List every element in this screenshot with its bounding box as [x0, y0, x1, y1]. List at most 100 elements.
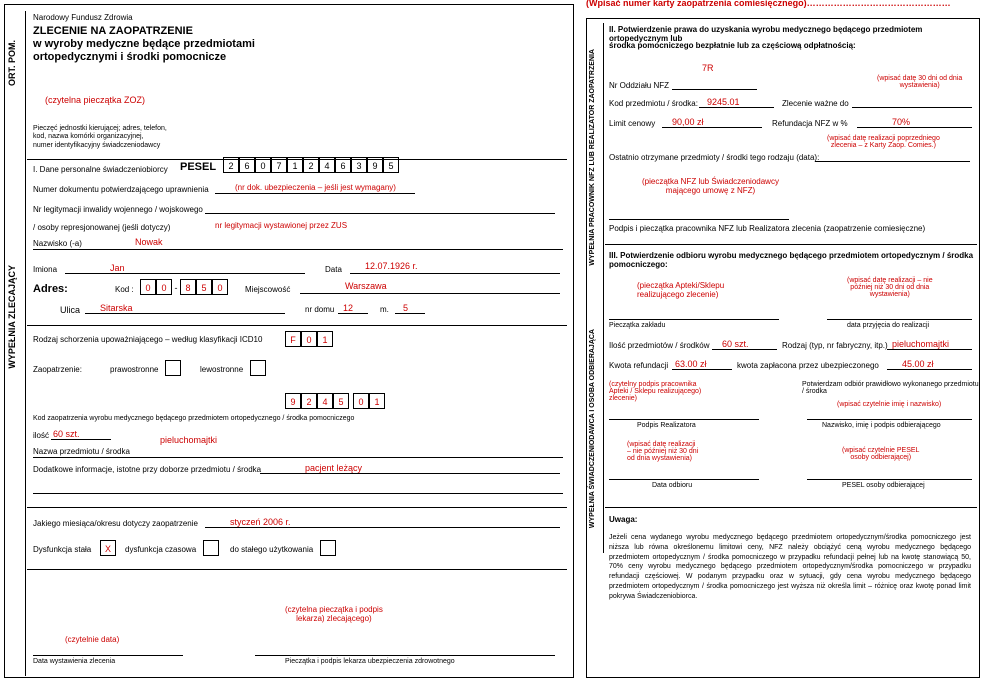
date-real-note: (wpisać datę realizacji – nie później ni…: [847, 277, 933, 298]
dysf-perm: Dysfunkcja stała: [33, 545, 91, 554]
house-label: nr domu: [305, 305, 334, 314]
stamp-zoz: (czytelna pieczątka ZOZ): [45, 95, 145, 105]
code-boxes: 924501: [285, 393, 385, 409]
sign-pharm: (czytelny podpis pracownika Apteki / Skl…: [609, 381, 701, 402]
date-label: Data: [325, 265, 342, 274]
period[interactable]: styczeń 2006 r.: [230, 517, 291, 527]
code-item-label: Kod przedmiotu / środka:: [609, 99, 698, 108]
nfz-label: Narodowy Fundusz Zdrowia: [33, 13, 133, 22]
vert-ort-pom: ORT. POM.: [7, 40, 17, 86]
left-page: ORT. POM. WYPEŁNIA ZLECAJĄCY Narodowy Fu…: [4, 4, 574, 678]
name-label: Imiona: [33, 265, 57, 274]
pesel-6[interactable]: 4: [319, 157, 335, 173]
kod-0[interactable]: 0: [140, 279, 156, 295]
pesel-7[interactable]: 6: [335, 157, 351, 173]
paid[interactable]: 45.00 zł: [902, 359, 934, 369]
right-page: WYPEŁNIA PRACOWNIK NFZ LUB REALIZATOR ZA…: [586, 18, 980, 678]
date-note: (czytelnie data): [65, 635, 119, 644]
warning-text: Jeżeli cena wydanego wyrobu medycznego b…: [609, 533, 971, 602]
dysf-temp: dysfunkcja czasowa: [125, 545, 196, 554]
code-2[interactable]: 4: [317, 393, 333, 409]
kod-5[interactable]: 0: [212, 279, 228, 295]
qty2[interactable]: 60 szt.: [722, 339, 749, 349]
warning-label: Uwaga:: [609, 515, 637, 524]
code-6[interactable]: 1: [369, 393, 385, 409]
doc-note: (nr dok. ubezpieczenia – jeśli jest wyma…: [235, 183, 396, 192]
kod-1[interactable]: 0: [156, 279, 172, 295]
stamp-nfz: (pieczątka NFZ lub Świadczeniodawcy mają…: [642, 177, 779, 195]
vert-swiadcz: WYPEŁNIA ŚWIADCZENIODAWCA I OSOBA ODBIER…: [589, 329, 596, 528]
pesel-collect-label: PESEL osoby odbierającej: [842, 482, 925, 489]
code-3[interactable]: 5: [333, 393, 349, 409]
pesel-3[interactable]: 7: [271, 157, 287, 173]
pesel-8[interactable]: 3: [351, 157, 367, 173]
pesel-10[interactable]: 5: [383, 157, 399, 173]
left-checkbox[interactable]: [250, 360, 266, 376]
icd-boxes: F01: [285, 331, 333, 347]
icd-1[interactable]: 0: [301, 331, 317, 347]
flat[interactable]: 5: [403, 303, 408, 313]
qty-label2: Ilość przedmiotów / środków: [609, 341, 709, 350]
collector-label: Nazwisko, imię i podpis odbierającego: [822, 422, 941, 429]
nfz-dept-label: Nr Oddziału NFZ: [609, 81, 669, 90]
street-label: Ulica: [60, 305, 80, 315]
repr-label: / osoby represjonowanej (jeśli dotyczy): [33, 223, 170, 232]
icd-2[interactable]: 1: [317, 331, 333, 347]
surname[interactable]: Nowak: [135, 237, 163, 247]
footer-right: Pieczątka i podpis lekarza ubezpieczenia…: [285, 658, 455, 665]
house[interactable]: 12: [343, 303, 353, 313]
limit[interactable]: 90,00 zł: [672, 117, 704, 127]
period-label: Jakiego miesiąca/okresu dotyczy zaopatrz…: [33, 519, 198, 528]
date30-note: (wpisać datę 30 dni od dnia wystawienia): [877, 75, 962, 89]
pesel-boxes: 26071246395: [223, 157, 399, 173]
perm-use-check[interactable]: [320, 540, 336, 556]
valid-label: Zlecenie ważne do: [782, 99, 849, 108]
pesel-4[interactable]: 1: [287, 157, 303, 173]
name-sign-note: (wpisać czytelnie imię i nazwisko): [837, 401, 941, 408]
footer-left: Data wystawienia zlecenia: [33, 658, 115, 665]
qty-label: ilość: [33, 431, 49, 440]
city[interactable]: Warszawa: [345, 281, 387, 291]
extra[interactable]: pacjent leżący: [305, 463, 362, 473]
doc-label: Numer dokumentu potwierdzającego uprawni…: [33, 185, 209, 194]
code-item[interactable]: 9245.01: [707, 97, 740, 107]
code-0[interactable]: 9: [285, 393, 301, 409]
icd-0[interactable]: F: [285, 331, 301, 347]
date-collect-label: Data odbioru: [652, 482, 692, 489]
address-label: Adres:: [33, 283, 68, 295]
limit-label: Limit cenowy: [609, 119, 655, 128]
pesel-5[interactable]: 2: [303, 157, 319, 173]
refund-label: Refundacja NFZ w %: [772, 119, 848, 128]
pesel-1[interactable]: 6: [239, 157, 255, 173]
dysf-temp-check[interactable]: [203, 540, 219, 556]
qty[interactable]: 60 szt.: [53, 429, 80, 439]
name[interactable]: Jan: [110, 263, 125, 273]
refund[interactable]: 70%: [892, 117, 910, 127]
code-1[interactable]: 2: [301, 393, 317, 409]
header-note: (Wpisać numer karty zaopatrzenia comiesi…: [586, 0, 951, 8]
pesel-0[interactable]: 2: [223, 157, 239, 173]
date[interactable]: 12.07.1926 r.: [365, 261, 418, 271]
sign-note: (czytelna pieczątka i podpis lekarza) zl…: [285, 605, 383, 623]
kod-4[interactable]: 5: [196, 279, 212, 295]
pesel-9[interactable]: 9: [367, 157, 383, 173]
name-product-label: Nazwa przedmiotu / środka: [33, 447, 130, 456]
leg-label: Nr legitymacji inwalidy wojennego / wojs…: [33, 205, 203, 214]
kod-3[interactable]: 8: [180, 279, 196, 295]
confirm-label: Potwierdzam odbiór prawidłowo wykonanego…: [802, 381, 979, 395]
product[interactable]: pieluchomajtki: [160, 435, 217, 445]
nfz-dept[interactable]: 7R: [702, 63, 714, 73]
surname-label: Nazwisko (-a): [33, 239, 82, 248]
supply-label: Zaopatrzenie:: [33, 365, 82, 374]
street[interactable]: Sitarska: [100, 303, 133, 313]
code-5[interactable]: 0: [353, 393, 369, 409]
date-real2: (wpisać datę realizacji – nie później ni…: [627, 441, 698, 462]
right-checkbox[interactable]: [165, 360, 181, 376]
sign-nfz: Podpis i pieczątka pracownika NFZ lub Re…: [609, 224, 974, 233]
refund-amt[interactable]: 63.00 zł: [675, 359, 707, 369]
left-side: lewostronne: [200, 365, 243, 374]
pesel-2[interactable]: 0: [255, 157, 271, 173]
title-1: ZLECENIE NA ZAOPATRZENIE: [33, 25, 193, 37]
dysf-perm-check[interactable]: X: [100, 540, 116, 556]
type[interactable]: pieluchomajtki: [892, 339, 949, 349]
